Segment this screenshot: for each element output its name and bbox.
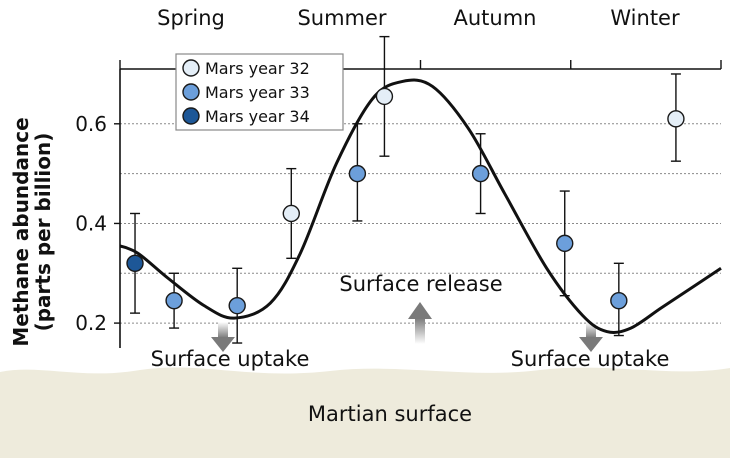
y-axis-ticks: 0.2 0.4 0.6 [75,112,120,335]
data-point-year-32 [667,110,685,128]
legend-marker-year-32 [182,59,200,77]
data-point-year-32 [282,204,300,223]
annotation-surface-uptake-left: Surface uptake [151,347,310,371]
release-arrow [408,302,432,344]
error-bars [130,35,681,344]
uptake-arrow-right [579,322,603,352]
legend-label-year-32: Mars year 32 [205,59,310,78]
season-label-summer: Summer [297,6,386,30]
martian-surface-label: Martian surface [308,402,472,426]
data-point-year-33 [228,296,246,315]
data-point-year-33 [610,291,628,310]
y-axis-units: (parts per billion) [31,133,55,332]
season-label-winter: Winter [610,6,680,30]
martian-surface-band [0,367,730,458]
annotation-surface-release: Surface release [339,272,502,296]
data-point-year-34 [126,254,144,273]
uptake-arrow-left [211,322,235,352]
season-label-spring: Spring [157,6,225,30]
data-points [126,87,685,315]
y-tick-label: 0.2 [75,311,107,335]
data-point-year-33 [348,164,367,183]
y-axis-title: Methane abundance [9,117,33,346]
legend-box [175,53,344,131]
y-tick-label: 0.4 [75,211,107,235]
model-curve [119,78,722,334]
season-label-autumn: Autumn [454,6,537,30]
legend-marker-year-34 [182,107,200,125]
legend-label-year-34: Mars year 34 [205,107,310,126]
data-point-year-32 [375,87,394,106]
legend-label-year-33: Mars year 33 [205,83,310,102]
legend: Mars year 32 Mars year 33 Mars year 34 [175,53,344,131]
data-point-year-33 [165,291,183,310]
data-point-year-33 [556,234,574,253]
legend-marker-year-33 [182,83,200,101]
y-tick-label: 0.6 [75,112,107,136]
data-point-year-33 [471,164,490,183]
annotation-surface-uptake-right: Surface uptake [511,347,670,371]
